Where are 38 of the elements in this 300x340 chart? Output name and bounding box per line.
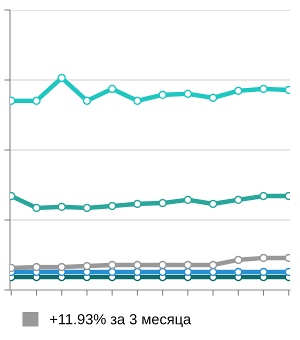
point bbox=[133, 268, 142, 276]
point bbox=[234, 256, 242, 264]
point bbox=[184, 260, 192, 270]
point bbox=[259, 84, 268, 94]
point bbox=[234, 268, 242, 276]
point bbox=[58, 262, 66, 272]
point bbox=[184, 196, 192, 204]
point bbox=[108, 268, 116, 276]
legend-label: +11.93% за 3 месяца bbox=[50, 314, 192, 328]
point bbox=[234, 86, 242, 95]
point bbox=[158, 198, 167, 208]
point bbox=[259, 254, 268, 262]
point bbox=[158, 260, 167, 270]
point bbox=[133, 200, 142, 208]
point bbox=[32, 262, 41, 272]
point bbox=[158, 268, 167, 276]
point bbox=[259, 192, 268, 200]
point bbox=[58, 202, 66, 212]
point bbox=[82, 204, 92, 212]
point bbox=[208, 200, 218, 208]
point bbox=[32, 96, 41, 105]
point bbox=[234, 196, 242, 204]
point bbox=[133, 260, 142, 270]
point bbox=[108, 202, 116, 210]
point bbox=[208, 260, 218, 270]
point bbox=[208, 94, 218, 102]
point bbox=[108, 84, 116, 94]
point bbox=[208, 268, 218, 276]
point bbox=[82, 262, 92, 270]
point bbox=[184, 268, 192, 276]
point bbox=[184, 90, 192, 98]
point bbox=[58, 74, 66, 82]
point bbox=[133, 96, 142, 105]
point bbox=[82, 96, 92, 105]
point bbox=[259, 268, 268, 276]
point bbox=[108, 260, 116, 270]
point bbox=[32, 204, 41, 212]
point bbox=[158, 90, 167, 100]
